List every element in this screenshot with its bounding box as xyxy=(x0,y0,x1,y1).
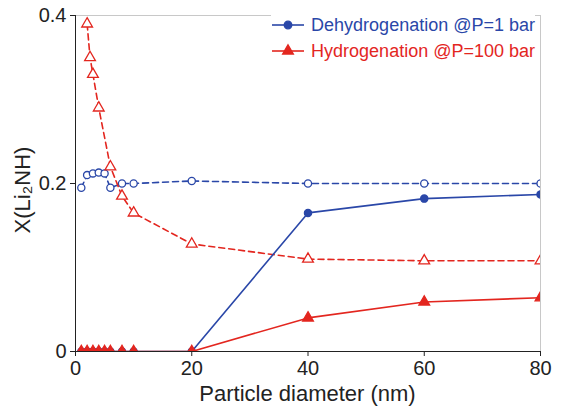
html-text:X(Li₂NH): X(Li₂NH) xyxy=(10,146,35,234)
svg-text:0.4: 0.4 xyxy=(39,4,67,26)
svg-text:40: 40 xyxy=(297,357,319,379)
svg-text:0.2: 0.2 xyxy=(39,172,67,194)
svg-text:0: 0 xyxy=(55,340,66,362)
svg-text:60: 60 xyxy=(413,357,435,379)
svg-text:20: 20 xyxy=(181,357,203,379)
svg-text:0: 0 xyxy=(70,357,81,379)
svg-text:80: 80 xyxy=(529,357,551,379)
html-text:Particle diameter (nm): Particle diameter (nm) xyxy=(199,381,416,406)
html-text:Hydrogenation @P=100 bar: Hydrogenation @P=100 bar xyxy=(311,40,535,61)
html-text:Dehydrogenation @P=1 bar: Dehydrogenation @P=1 bar xyxy=(311,14,535,35)
